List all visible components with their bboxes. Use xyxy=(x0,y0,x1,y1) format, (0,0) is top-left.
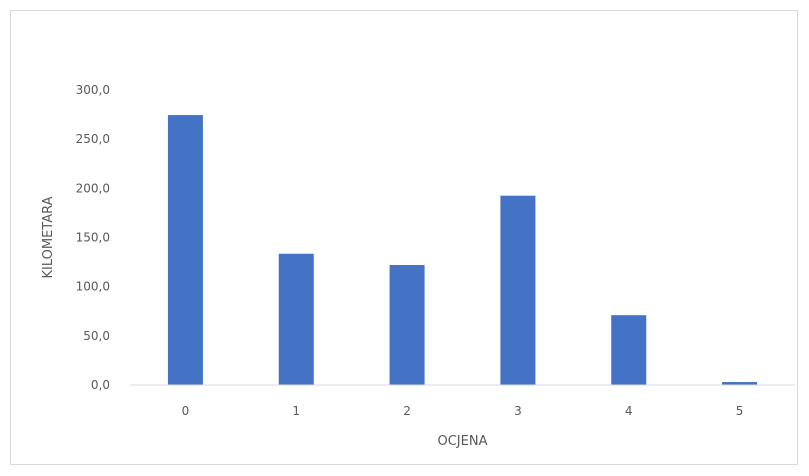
bar-2 xyxy=(389,265,425,385)
bar-4 xyxy=(611,315,647,385)
x-tick-label: 3 xyxy=(514,404,522,418)
x-tick-label: 1 xyxy=(292,404,300,418)
y-tick-label: 250,0 xyxy=(76,132,110,146)
y-tick-label: 300,0 xyxy=(76,83,110,97)
y-tick-label: 50,0 xyxy=(83,329,110,343)
y-tick-label: 0,0 xyxy=(91,378,110,392)
y-tick-label: 150,0 xyxy=(76,231,110,245)
bar-5 xyxy=(722,382,758,385)
x-axis-ticks: 0 1 2 3 4 5 xyxy=(182,404,744,418)
x-tick-label: 5 xyxy=(736,404,744,418)
chart-frame xyxy=(10,10,798,465)
y-tick-label: 100,0 xyxy=(76,280,110,294)
y-tick-label: 200,0 xyxy=(76,181,110,195)
x-tick-label: 0 xyxy=(182,404,190,418)
bar-1 xyxy=(278,253,314,385)
x-tick-label: 4 xyxy=(625,404,633,418)
x-tick-label: 2 xyxy=(403,404,411,418)
y-axis-ticks: 0,0 50,0 100,0 150,0 200,0 250,0 300,0 xyxy=(76,83,110,392)
y-axis-title: KILOMETARA xyxy=(41,196,56,278)
bars xyxy=(167,115,758,385)
bar-3 xyxy=(500,195,536,385)
x-axis-title: OCJENA xyxy=(438,434,488,449)
bar-0 xyxy=(167,115,203,385)
